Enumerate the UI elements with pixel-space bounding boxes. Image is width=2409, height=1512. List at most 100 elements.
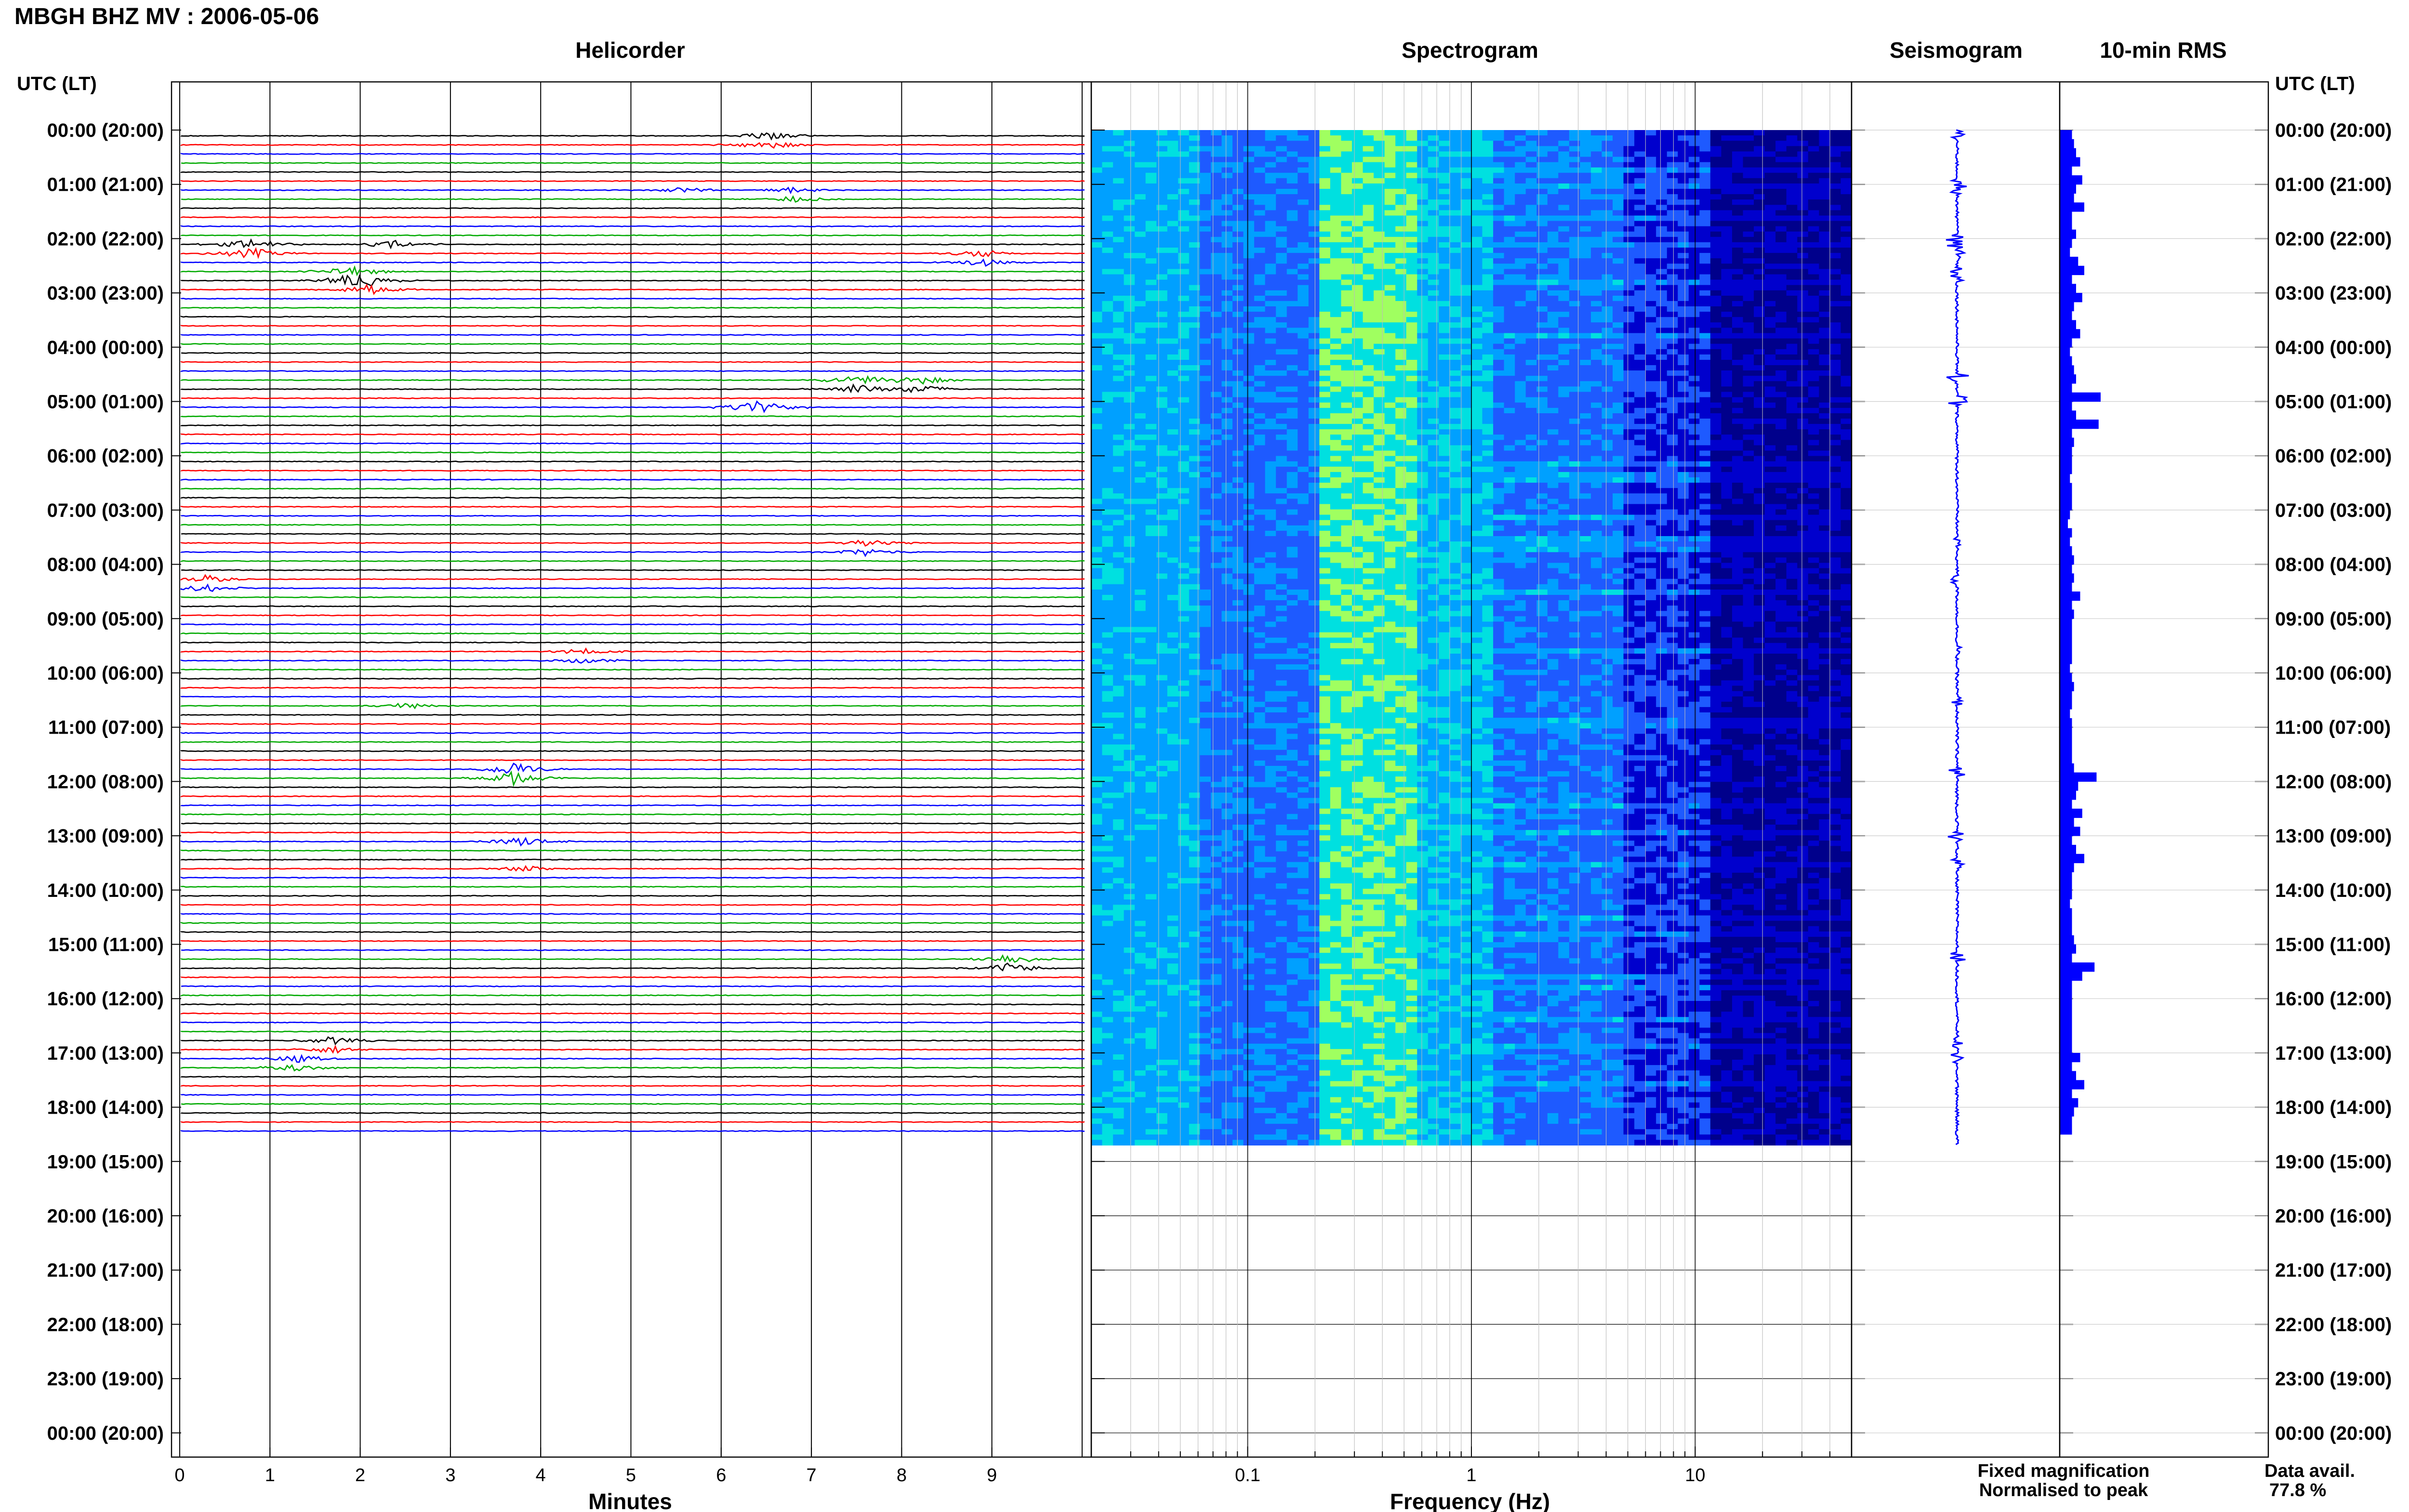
spectrogram-cell [1189,445,1200,451]
spectrogram-cell [1428,306,1439,312]
spectrogram-cell [1254,317,1266,323]
spectrogram-cell [1167,472,1178,478]
spectrogram-cell [1286,269,1298,275]
spectrogram-cell [1515,349,1526,355]
spectrogram-cell [1178,472,1190,478]
spectrogram-cell [1775,456,1787,462]
spectrogram-cell [1634,183,1646,189]
spectrogram-cell [1558,312,1570,317]
spectrogram-cell [1276,472,1287,478]
spectrogram-cell [1525,167,1537,173]
spectrogram-cell [1308,386,1320,393]
spectrogram-cell [1580,141,1591,146]
spectrogram-cell [1395,151,1407,158]
spectrogram-cell [1374,253,1385,259]
spectrogram-cell [1384,386,1396,393]
spectrogram-cell [1200,199,1211,205]
spectrogram-cell [1819,306,1830,312]
spectrogram-cell [1221,450,1233,457]
spectrogram-cell [1829,162,1841,168]
spectrogram-cell [1547,205,1559,210]
spectrogram-cell [1156,343,1168,350]
spectrogram-cell [1384,194,1396,200]
spectrogram-cell [1319,493,1331,499]
spectrogram-cell [1102,402,1113,408]
spectrogram-cell [1384,424,1396,430]
spectrogram-cell [1124,424,1135,430]
spectrogram-cell [1254,424,1266,430]
spectrogram-cell [1428,402,1439,408]
spectrogram-cell [1721,408,1733,414]
spectrogram-cell [1178,386,1190,393]
spectrogram-cell [1460,429,1472,435]
spectrogram-cell [1829,312,1841,317]
spectrogram-cell [1493,194,1505,200]
spectrogram-cell [1613,189,1624,195]
spectrogram-cell [1178,466,1190,473]
spectrogram-cell [1135,354,1146,360]
spectrogram-cell [1113,445,1125,451]
spectrogram-cell [1775,253,1787,259]
spectrogram-cell [1645,343,1656,350]
spectrogram-cell [1308,157,1320,163]
spectrogram-cell [1167,301,1178,307]
spectrogram-cell [1602,343,1613,350]
spectrogram-cell [1732,167,1744,173]
spectrogram-cell [1613,504,1624,510]
spectrogram-cell [1319,167,1331,173]
spectrogram-cell [1135,317,1146,323]
spectrogram-cell [1113,504,1125,510]
spectrogram-cell [1602,408,1613,414]
spectrogram-cell [1819,237,1830,243]
spectrogram-cell [1363,199,1374,205]
spectrogram-cell [1254,146,1266,152]
spectrogram-cell [1135,162,1146,168]
spectrogram-cell [1439,306,1450,312]
spectrogram-cell [1135,226,1146,232]
spectrogram-cell [1602,381,1613,387]
spectrogram-cell [1536,248,1548,253]
spectrogram-cell [1363,360,1374,366]
spectrogram-cell [1145,440,1157,446]
spectrogram-cell [1211,493,1222,499]
spectrogram-cell [1688,215,1700,222]
spectrogram-cell [1091,360,1103,366]
spectrogram-cell [1113,242,1125,248]
spectrogram-cell [1319,162,1331,168]
spectrogram-cell [1363,274,1374,280]
spectrogram-cell [1840,322,1852,328]
spectrogram-cell [1341,130,1352,136]
spectrogram-cell [1135,328,1146,334]
spectrogram-cell [1699,408,1711,414]
spectrogram-cell [1515,402,1526,408]
spectrogram-cell [1732,461,1744,467]
spectrogram-cell [1515,386,1526,393]
spectrogram-cell [1504,419,1515,424]
spectrogram-cell [1732,365,1744,371]
spectrogram-cell [1623,365,1635,371]
spectrogram-cell [1102,488,1113,494]
spectrogram-cell [1754,397,1765,403]
spectrogram-cell [1384,317,1396,323]
spectrogram-cell [1254,488,1266,494]
spectrogram-cell [1243,365,1255,371]
spectrogram-cell [1536,237,1548,243]
spectrogram-cell [1428,130,1439,136]
spectrogram-cell [1156,151,1168,158]
spectrogram-cell [1623,493,1635,499]
spectrogram-cell [1395,141,1407,146]
spectrogram-cell [1439,472,1450,478]
spectrogram-cell [1156,338,1168,344]
spectrogram-cell [1319,413,1331,419]
spectrogram-cell [1471,162,1483,168]
spectrogram-cell [1754,269,1765,275]
spectrogram-cell [1439,172,1450,179]
spectrogram-cell [1374,461,1385,467]
spectrogram-cell [1406,440,1417,446]
spectrogram-cell [1536,226,1548,232]
spectrogram-cell [1406,141,1417,146]
spectrogram-cell [1449,493,1461,499]
spectrogram-cell [1536,317,1548,323]
spectrogram-cell [1145,215,1157,222]
spectrogram-cell [1482,178,1494,184]
